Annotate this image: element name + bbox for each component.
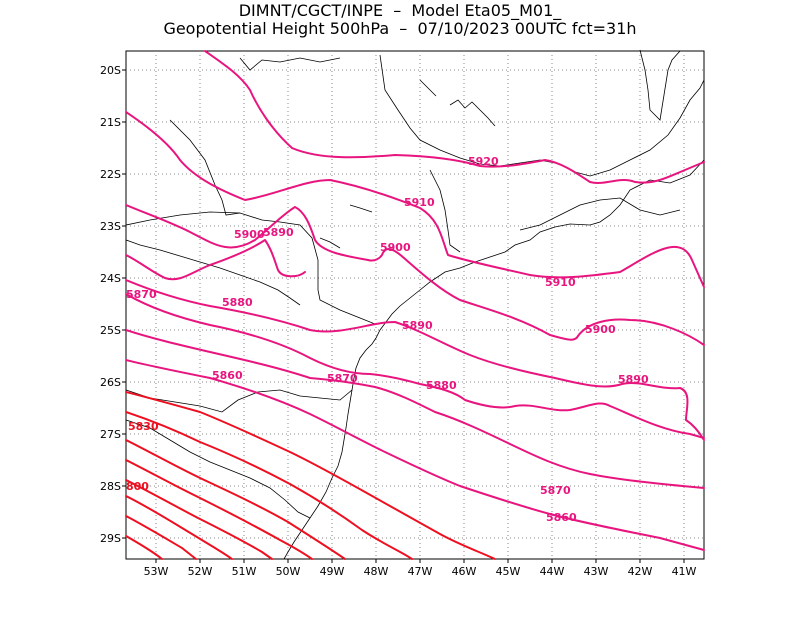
state-border-sp-pr (125, 211, 387, 325)
lon-tick-label: 53W (144, 565, 169, 578)
grid-lines (126, 51, 704, 559)
lon-tick-label: 48W (364, 565, 389, 578)
lat-tick-label: 26S (100, 376, 121, 389)
contour-label: 5900 (234, 228, 265, 241)
contour-5840 (125, 411, 413, 560)
contour-label: 800 (126, 480, 149, 493)
lon-tick-label: 43W (584, 565, 609, 578)
contour-5890-west (125, 239, 306, 281)
lon-tick-label: 42W (628, 565, 653, 578)
contour-label: 5880 (426, 379, 457, 392)
lat-tick-label: 24S (100, 272, 121, 285)
lat-tick-label: 29S (100, 532, 121, 545)
state-border-ms-sp (169, 119, 241, 216)
lat-tick-label: 28S (100, 480, 121, 493)
lon-tick-label: 51W (232, 565, 257, 578)
contour-5860 (125, 359, 705, 551)
lon-tick-label: 50W (276, 565, 301, 578)
contour-5790 (125, 515, 197, 560)
contour-5870 (125, 329, 705, 489)
contour-5850 (125, 391, 496, 560)
contour-label: 5890 (402, 319, 433, 332)
state-border-sp-rj (429, 169, 461, 253)
contour-5830 (125, 439, 346, 560)
lat-tick-label: 25S (100, 324, 121, 337)
contour-5780 (125, 535, 163, 560)
contour-label: 5890 (263, 226, 294, 239)
contour-label: 5830 (128, 420, 159, 433)
lat-tick-label: 27S (100, 428, 121, 441)
lon-tick-label: 44W (540, 565, 565, 578)
title-line-1: DIMNT/CGCT/INPE – Model Eta05_M01_ (238, 1, 562, 20)
lon-tick-label: 52W (188, 565, 213, 578)
coastline (283, 159, 705, 560)
plot-frame (125, 50, 705, 560)
contour-label: 5870 (126, 288, 157, 301)
contour-label: 5870 (327, 372, 358, 385)
lon-tick-label: 45W (496, 565, 521, 578)
lon-tick-label: 49W (320, 565, 345, 578)
contour-label: 5900 (380, 241, 411, 254)
contour-5920 (204, 50, 705, 184)
lat-tick-label: 20S (100, 64, 121, 77)
geography (125, 49, 705, 560)
state-border-pr-sc (125, 389, 353, 413)
tick-marks (122, 69, 685, 563)
state-border-sc-rs (125, 419, 311, 519)
title-line-2: Geopotential Height 500hPa – 07/10/2023 … (163, 19, 637, 38)
contour-labels: 5920 5910 5900 5890 5900 5910 5900 5890 … (126, 155, 649, 524)
chart-title: DIMNT/CGCT/INPE – Model Eta05_M01_ Geopo… (0, 2, 800, 38)
lon-tick-label: 47W (408, 565, 433, 578)
lat-tick-label: 23S (100, 220, 121, 233)
contour-label: 5910 (545, 276, 576, 289)
contour-5800 (125, 495, 233, 560)
contour-5900 (125, 204, 705, 346)
contours (125, 50, 705, 560)
reservoir-4 (319, 237, 341, 249)
lon-axis: 53W 52W 51W 50W 49W 48W 47W 46W 45W 44W … (144, 565, 697, 578)
contour-label: 5860 (546, 511, 577, 524)
contour-5810 (125, 479, 273, 560)
contour-label: 5920 (468, 155, 499, 168)
state-border-west (239, 57, 341, 71)
reservoir-1 (449, 99, 496, 127)
lat-axis: 20S 21S 22S 23S 24S 25S 26S 27S 28S 29S (100, 64, 121, 545)
state-border-mg-rj (519, 197, 681, 231)
contour-label: 5890 (618, 373, 649, 386)
contour-5880 (125, 293, 705, 439)
contour-label: 5870 (540, 484, 571, 497)
contour-label: 5900 (585, 323, 616, 336)
contour-label: 5860 (212, 369, 243, 382)
contour-label: 5880 (222, 296, 253, 309)
state-border-mg-es (639, 49, 681, 121)
reservoir-2 (419, 79, 437, 97)
river-parana (125, 239, 301, 306)
contour-5910 (125, 111, 705, 288)
lon-tick-label: 46W (452, 565, 477, 578)
lon-tick-label: 41W (672, 565, 697, 578)
lat-tick-label: 22S (100, 168, 121, 181)
lat-tick-label: 21S (100, 116, 121, 129)
reservoir-3 (349, 204, 373, 213)
state-border-mg-sp (379, 54, 705, 177)
contour-5820 (125, 459, 313, 560)
contour-label: 5910 (404, 196, 435, 209)
contour-5890 (125, 279, 705, 441)
